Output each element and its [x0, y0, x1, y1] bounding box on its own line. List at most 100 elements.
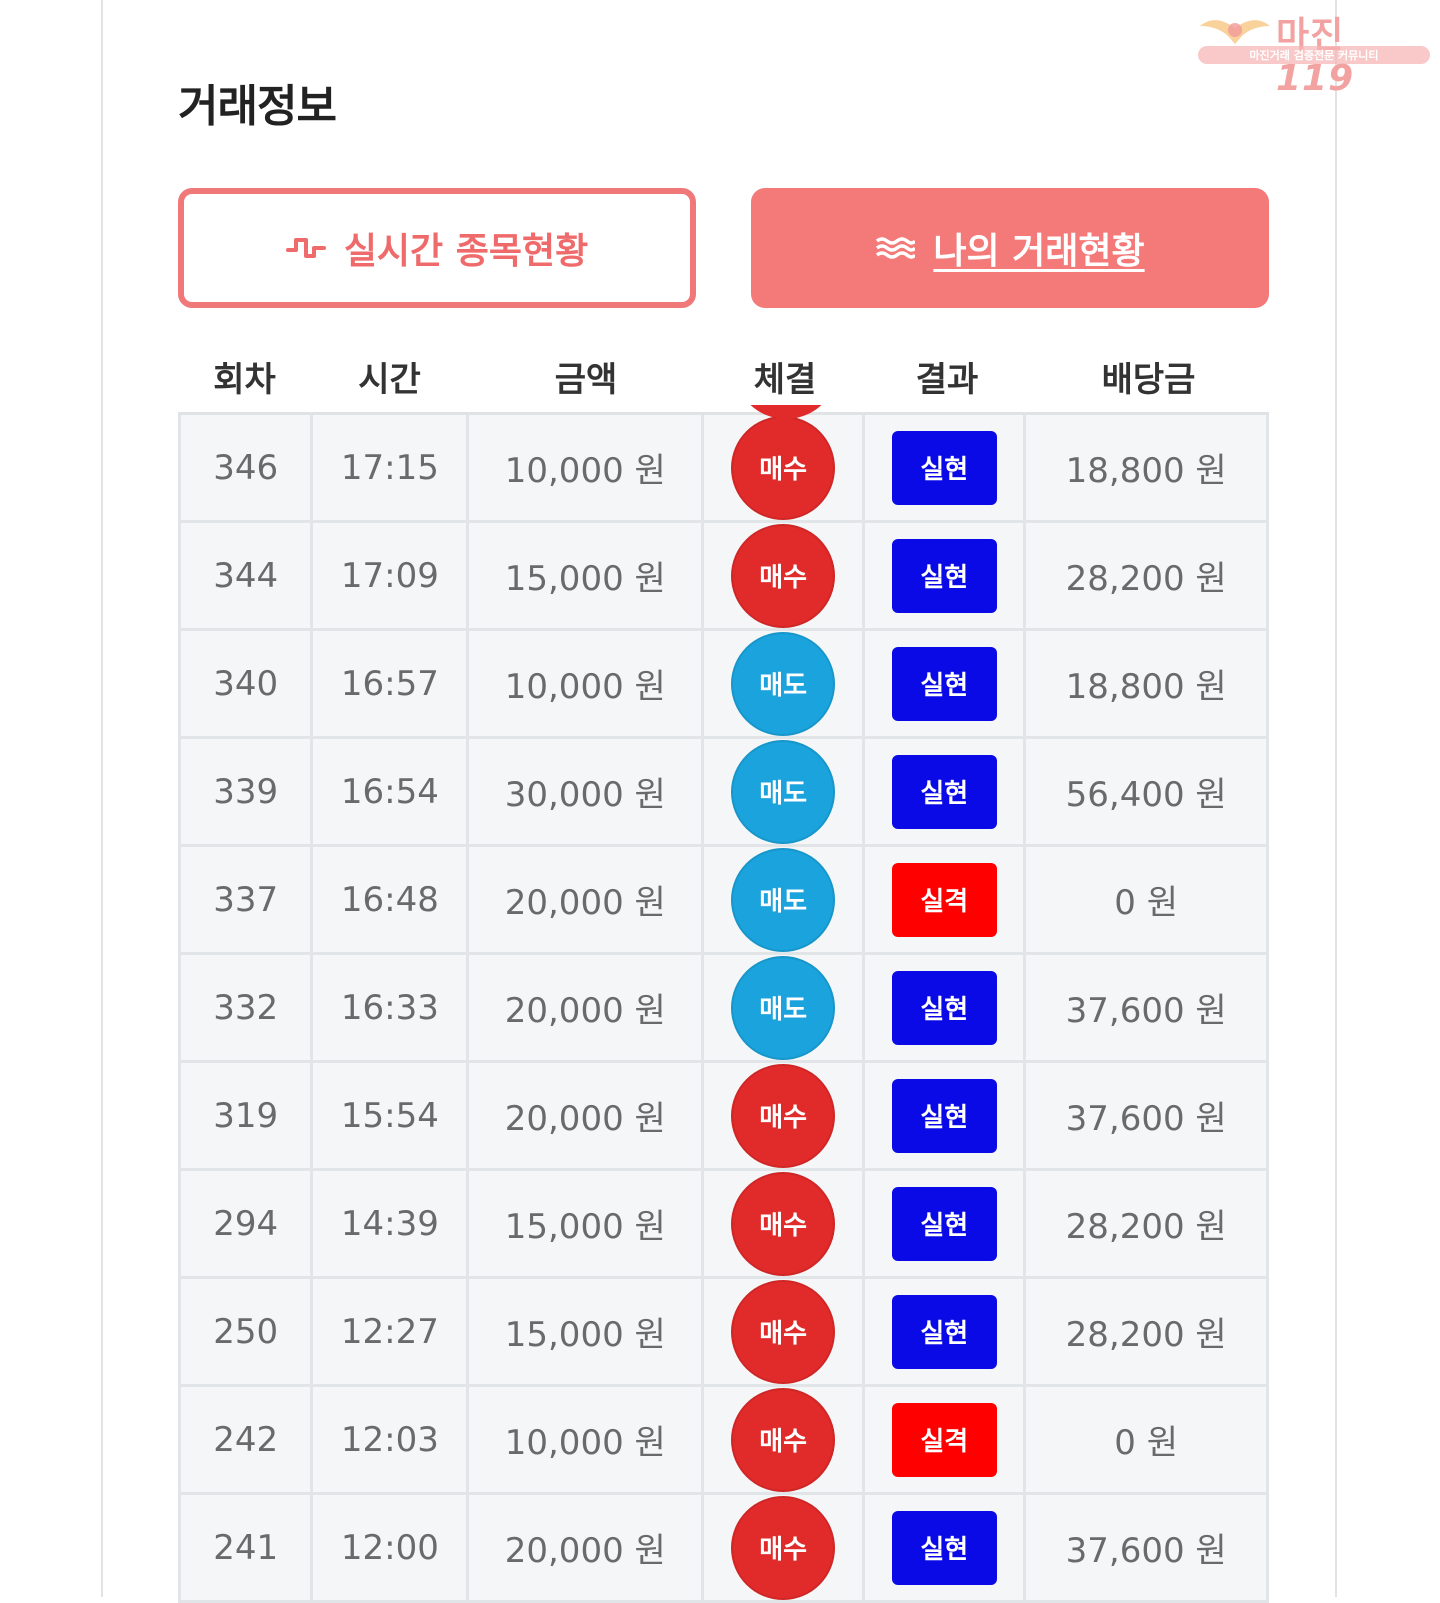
payout-cell: 28,200 원	[1065, 1207, 1227, 1247]
round-cell: 337	[181, 847, 314, 952]
amount-cell: 20,000 원	[469, 955, 705, 1060]
time-cell: 16:33	[313, 955, 470, 1060]
tab-live-stock-status[interactable]: 실시간 종목현황	[178, 188, 696, 308]
result-cell: 실격	[865, 847, 1027, 952]
payout-cell: 18,800 원	[1065, 451, 1227, 491]
amount-cell: 20,000 원	[469, 1495, 705, 1600]
payout-cell: 28,200 원	[1065, 1315, 1227, 1355]
result-badge: 실현	[891, 430, 997, 505]
pulse-icon	[285, 238, 326, 258]
time-cell: 16:48	[313, 847, 470, 952]
table-row: 344 17:09 15,000 원 매수 실현 28,200 원	[181, 523, 1266, 631]
amount-cell: 30,000 원	[469, 739, 705, 844]
col-amount: 금액	[554, 359, 618, 400]
payout-cell: 37,600 원	[1065, 1531, 1227, 1571]
tab-my-trades-label: 나의 거래현황	[933, 231, 1145, 272]
round-cell: 340	[181, 631, 314, 736]
payout-cell: 0 원	[1114, 1423, 1179, 1463]
table-row: 319 15:54 20,000 원 매수 실현 37,600 원	[181, 1063, 1266, 1171]
result-badge: 실현	[891, 1510, 997, 1585]
table-row: 332 16:33 20,000 원 매도 실현 37,600 원	[181, 955, 1266, 1063]
table-row: 294 14:39 15,000 원 매수 실현 28,200 원	[181, 1171, 1266, 1279]
table-header: 회차 시간 금액 체결 결과 배당금	[178, 340, 1269, 415]
trade-cell: 매수	[704, 523, 866, 628]
table-row: 250 12:27 15,000 원 매수 실현 28,200 원	[181, 1279, 1266, 1387]
amount-cell: 10,000 원	[469, 1387, 705, 1492]
trade-cell: 매수	[704, 1171, 866, 1276]
eagle-logo-icon	[1200, 20, 1270, 44]
watermark-pill	[1198, 46, 1430, 64]
col-round: 회차	[213, 359, 276, 400]
amount-cell: 20,000 원	[469, 847, 705, 952]
result-badge: 실격	[891, 862, 997, 937]
trade-badge: 매도	[731, 631, 836, 736]
trade-badge: 매도	[731, 955, 836, 1060]
amount-cell: 15,000 원	[469, 1171, 705, 1276]
time-cell: 16:57	[313, 631, 470, 736]
trade-badge: 매수	[731, 1279, 836, 1384]
round-cell: 339	[181, 739, 314, 844]
trade-badge: 매수	[731, 1387, 836, 1492]
table-row: 241 12:00 20,000 원 매수 실현 37,600 원	[181, 1495, 1266, 1603]
table-row: 346 17:15 10,000 원 매수 실현 18,800 원	[181, 415, 1266, 523]
result-cell: 실현	[865, 1279, 1027, 1384]
result-cell: 실격	[865, 1387, 1027, 1492]
amount-cell: 15,000 원	[469, 523, 705, 628]
trade-badge: 매수	[731, 1495, 836, 1600]
result-cell: 실현	[865, 1495, 1027, 1600]
trade-badge: 매수	[731, 1063, 836, 1168]
trade-badge: 매수	[731, 415, 836, 520]
result-badge: 실현	[891, 538, 997, 613]
result-badge: 실현	[891, 754, 997, 829]
trade-cell: 매수	[704, 1387, 866, 1492]
trade-cell: 매도	[704, 847, 866, 952]
time-cell: 17:15	[313, 415, 470, 520]
result-cell: 실현	[865, 739, 1027, 844]
watermark-subtitle: 마진거래 검증전문 커뮤니티	[1249, 49, 1379, 62]
round-cell: 332	[181, 955, 314, 1060]
result-cell: 실현	[865, 1171, 1027, 1276]
table-row: 340 16:57 10,000 원 매도 실현 18,800 원	[181, 631, 1266, 739]
watermark-number: 119	[1276, 58, 1355, 99]
trade-cell: 매수	[704, 415, 866, 520]
wave-icon	[876, 237, 916, 259]
round-cell: 346	[181, 415, 314, 520]
result-badge: 실격	[891, 1402, 997, 1477]
payout-cell: 37,600 원	[1065, 991, 1227, 1031]
round-cell: 294	[181, 1171, 314, 1276]
time-cell: 12:03	[313, 1387, 470, 1492]
payout-cell: 37,600 원	[1065, 1099, 1227, 1139]
table-row: 337 16:48 20,000 원 매도 실격 0 원	[181, 847, 1266, 955]
result-badge: 실현	[891, 970, 997, 1045]
table-row: 242 12:03 10,000 원 매수 실격 0 원	[181, 1387, 1266, 1495]
time-cell: 16:54	[313, 739, 470, 844]
table-body: 346 17:15 10,000 원 매수 실현 18,800 원 344 17:09 15,0…	[178, 405, 1269, 1603]
result-badge: 실현	[891, 1078, 997, 1153]
trade-cell: 매도	[704, 631, 866, 736]
tab-live-label: 실시간 종목현황	[343, 231, 589, 272]
round-cell: 319	[181, 1063, 314, 1168]
result-cell: 실현	[865, 523, 1027, 628]
trade-cell: 매수	[704, 1063, 866, 1168]
trade-badge: 매도	[731, 847, 836, 952]
col-time: 시간	[358, 359, 421, 400]
trade-table: 회차 시간 금액 체결 결과 배당금 346 17:15 10,000 원 매수 실현 1…	[178, 340, 1269, 1603]
round-cell: 242	[181, 1387, 314, 1492]
time-cell: 12:27	[313, 1279, 470, 1384]
table-row: 339 16:54 30,000 원 매도 실현 56,400 원	[181, 739, 1266, 847]
trade-badge: 매수	[731, 1171, 836, 1276]
trade-cell: 매도	[704, 955, 866, 1060]
result-badge: 실현	[891, 646, 997, 721]
time-cell: 15:54	[313, 1063, 470, 1168]
trade-cell: 매도	[704, 739, 866, 844]
round-cell: 344	[181, 523, 314, 628]
tab-my-trades[interactable]: 나의 거래현황	[751, 188, 1269, 308]
section-title: 거래정보	[178, 81, 337, 132]
result-badge: 실현	[891, 1186, 997, 1261]
col-result: 결과	[915, 359, 979, 400]
result-cell: 실현	[865, 1063, 1027, 1168]
amount-cell: 10,000 원	[469, 415, 705, 520]
payout-cell: 0 원	[1114, 883, 1179, 923]
previous-row-circle-peek	[734, 405, 838, 419]
col-trade: 체결	[753, 359, 817, 400]
